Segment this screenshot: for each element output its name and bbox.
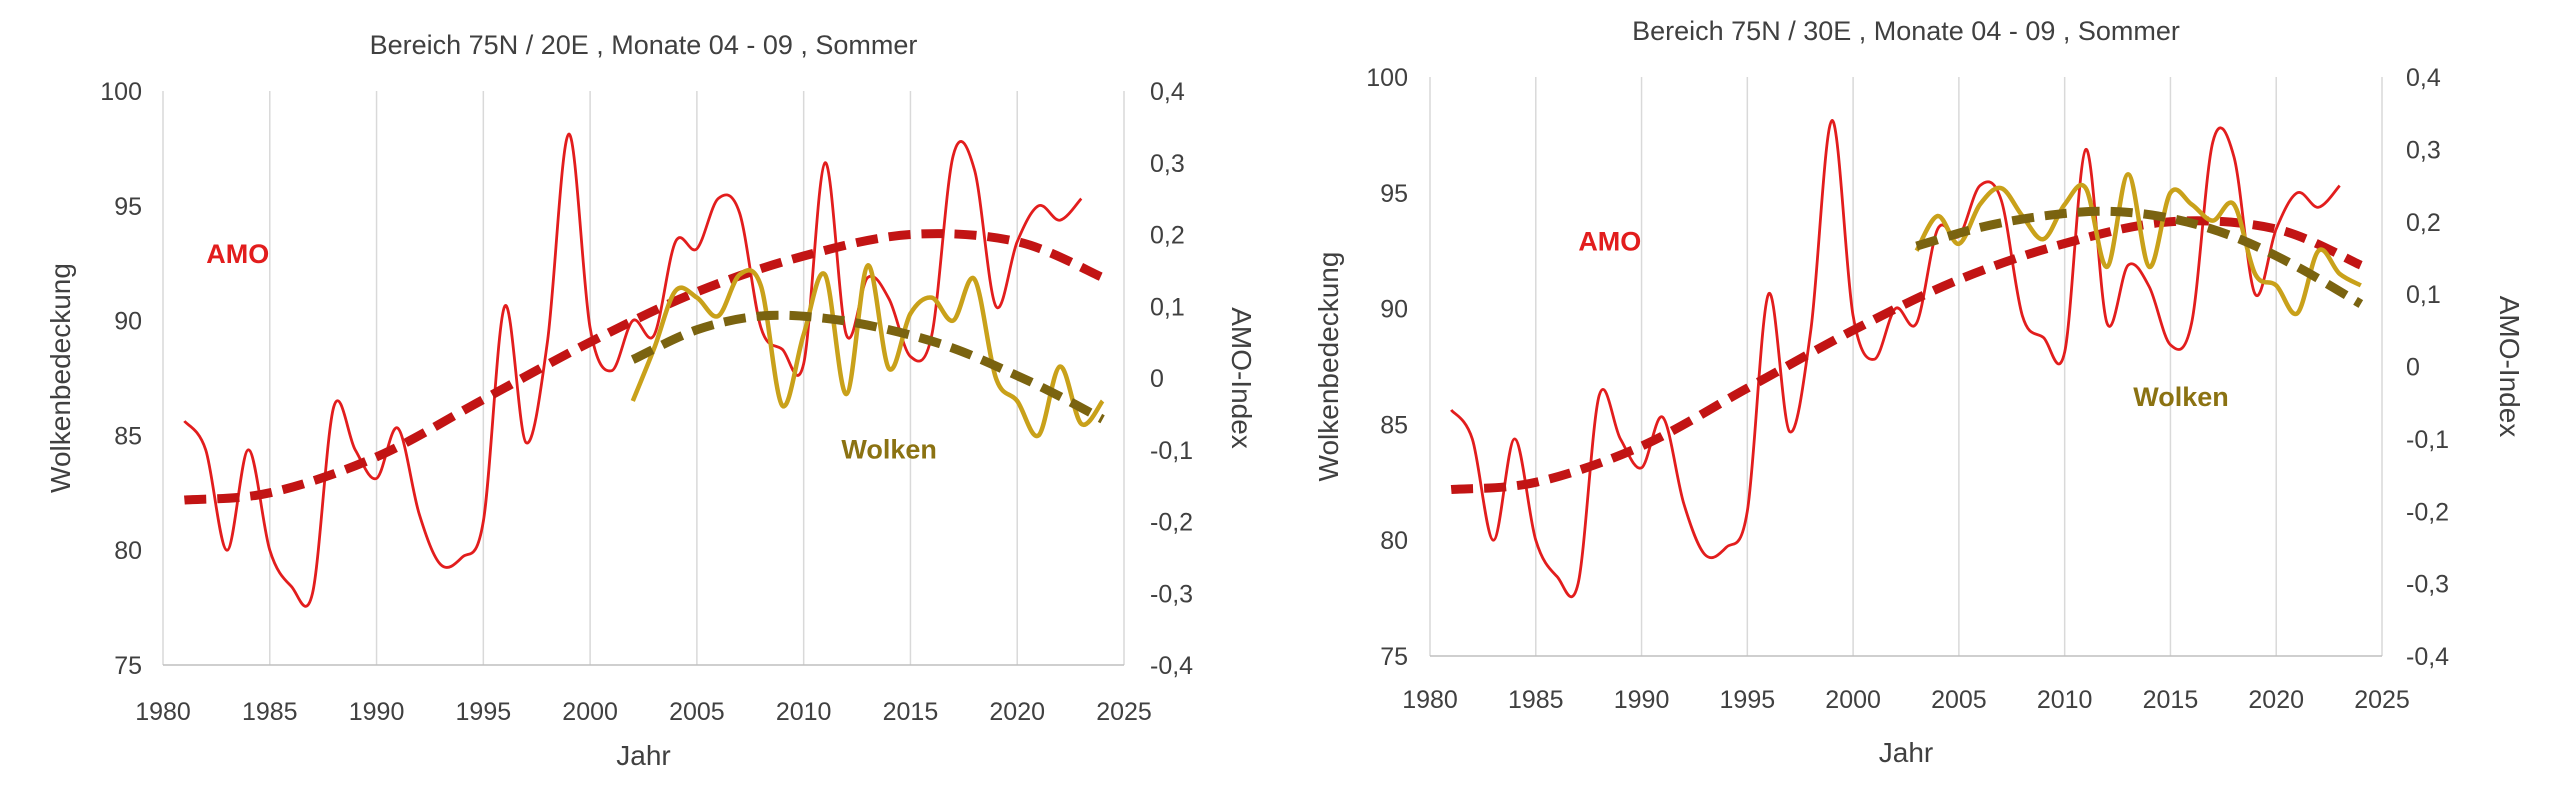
y2-axis-label: AMO-Index [1226, 307, 1257, 449]
wolken-trend-line [630, 310, 1105, 424]
x-tick-label: 2000 [1825, 686, 1881, 714]
chart-title: Bereich 75N / 30E , Monate 04 - 09 , Som… [1632, 16, 2180, 46]
y2-tick-label: 0,4 [1150, 78, 1185, 106]
x-tick-label: 1990 [349, 698, 405, 726]
x-tick-label: 1995 [456, 698, 512, 726]
y-tick-label: 100 [1366, 64, 1408, 92]
gridlines [1429, 77, 2383, 656]
y2-tick-label: -0,4 [2406, 643, 2449, 671]
y-tick-label: 75 [114, 652, 142, 680]
y2-tick-label: -0,2 [1150, 509, 1193, 537]
y2-tick-label: 0,3 [1150, 150, 1185, 178]
amo-trend-line [1450, 216, 2363, 494]
x-tick-label: 1985 [1508, 686, 1564, 714]
chart-left: Bereich 75N / 20E , Monate 04 - 09 , Som… [45, 30, 1257, 771]
wolken-annotation: Wolken [2133, 382, 2229, 412]
y-axis-label: Wolkenbedeckung [1313, 252, 1344, 482]
y2-tick-label: -0,1 [2406, 426, 2449, 454]
wolken-trend-line [1915, 206, 2364, 308]
x-tick-label: 2010 [2037, 686, 2093, 714]
y2-tick-label: 0,3 [2406, 136, 2441, 164]
y2-tick-label: 0,1 [1150, 293, 1185, 321]
x-tick-label: 2025 [1096, 698, 1152, 726]
amo-annotation: AMO [206, 239, 269, 269]
wolken-annotation: Wolken [841, 434, 937, 464]
x-tick-label: 2005 [669, 698, 725, 726]
y-tick-label: 75 [1380, 643, 1408, 671]
y-tick-label: 85 [1380, 411, 1408, 439]
x-tick-label: 2000 [562, 698, 618, 726]
wolken-series-line [630, 263, 1105, 439]
x-tick-label: 1995 [1720, 686, 1776, 714]
y-tick-label: 80 [1380, 527, 1408, 555]
y-tick-label: 80 [114, 537, 142, 565]
y2-tick-label: -0,3 [2406, 571, 2449, 599]
y2-tick-label: 0,4 [2406, 64, 2441, 92]
y-tick-label: 95 [114, 193, 142, 221]
y2-tick-label: 0,2 [1150, 222, 1185, 250]
amo-series-line [183, 132, 1083, 608]
x-tick-label: 1985 [242, 698, 298, 726]
y2-tick-label: -0,2 [2406, 498, 2449, 526]
y2-tick-label: -0,1 [1150, 437, 1193, 465]
y-tick-label: 90 [114, 308, 142, 336]
y2-axis-label: AMO-Index [2494, 296, 2525, 438]
y2-tick-label: 0,2 [2406, 209, 2441, 237]
x-tick-label: 2025 [2354, 686, 2410, 714]
y-tick-label: 85 [114, 422, 142, 450]
chart-title: Bereich 75N / 20E , Monate 04 - 09 , Som… [370, 30, 918, 60]
y2-tick-label: 0 [2406, 354, 2420, 382]
x-tick-label: 2005 [1931, 686, 1987, 714]
x-axis-label: Jahr [1879, 737, 1933, 768]
y2-tick-label: -0,4 [1150, 652, 1193, 680]
wolken-series-line [1914, 172, 2362, 317]
chart-right: Bereich 75N / 30E , Monate 04 - 09 , Som… [1313, 16, 2525, 768]
y2-tick-label: -0,3 [1150, 580, 1193, 608]
y2-tick-label: 0,1 [2406, 281, 2441, 309]
x-tick-label: 1990 [1614, 686, 1670, 714]
y-tick-label: 90 [1380, 296, 1408, 324]
x-tick-label: 2015 [2143, 686, 2199, 714]
x-tick-label: 2020 [2248, 686, 2304, 714]
y2-tick-label: 0 [1150, 365, 1164, 393]
x-tick-label: 2015 [883, 698, 939, 726]
x-tick-label: 2010 [776, 698, 832, 726]
amo-trend-line [184, 229, 1105, 505]
x-tick-label: 1980 [135, 698, 191, 726]
y-tick-label: 100 [100, 78, 142, 106]
y-axis-label: Wolkenbedeckung [45, 263, 76, 493]
x-tick-label: 2020 [989, 698, 1045, 726]
amo-annotation: AMO [1578, 227, 1641, 257]
amo-series-line [1450, 118, 2341, 599]
x-tick-label: 1980 [1402, 686, 1458, 714]
x-axis-label: Jahr [616, 740, 670, 771]
y-tick-label: 95 [1380, 180, 1408, 208]
